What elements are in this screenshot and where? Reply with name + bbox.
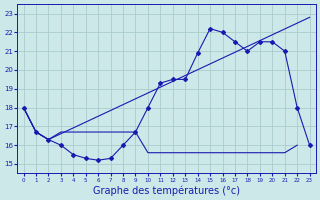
X-axis label: Graphe des températures (°c): Graphe des températures (°c) — [93, 185, 240, 196]
